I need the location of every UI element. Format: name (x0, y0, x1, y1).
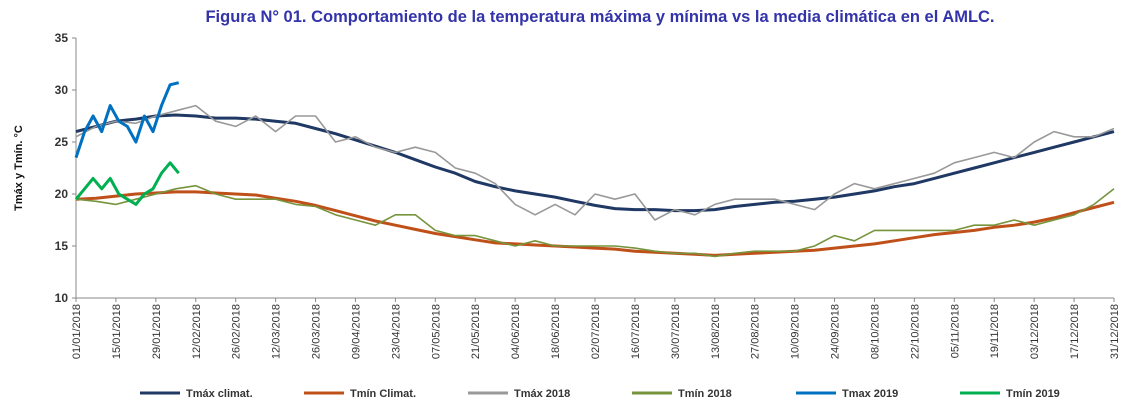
x-tick-label: 04/06/2018 (510, 304, 522, 359)
x-tick-label: 12/02/2018 (191, 304, 203, 359)
series-line (75, 184, 1115, 258)
legend-label: Tmáx 2018 (514, 388, 570, 400)
x-tick-label: 21/05/2018 (470, 304, 482, 359)
x-tick-label: 10/09/2018 (790, 304, 802, 359)
series-line (75, 190, 1115, 257)
y-tick-label: 10 (55, 291, 69, 305)
x-tick-label: 07/05/2018 (430, 304, 442, 359)
y-tick-label: 20 (55, 187, 69, 201)
y-axis-label: Tmáx y Tmín. °C (13, 125, 25, 211)
y-tick-label: 15 (55, 239, 69, 253)
x-tick-label: 23/04/2018 (390, 304, 402, 359)
chart-title: Figura N° 01. Comportamiento de la tempe… (205, 8, 994, 26)
y-tick-label: 35 (55, 31, 69, 45)
legend-label: Tmax 2019 (842, 388, 898, 400)
series-line (75, 113, 1115, 213)
x-tick-label: 03/12/2018 (1029, 304, 1041, 359)
x-tick-label: 01/01/2018 (71, 304, 83, 359)
x-tick-label: 26/02/2018 (231, 304, 243, 359)
x-tick-label: 08/10/2018 (869, 304, 881, 359)
x-tick-label: 19/11/2018 (989, 304, 1001, 358)
x-tick-label: 02/07/2018 (590, 304, 602, 359)
x-tick-label: 12/03/2018 (271, 304, 283, 359)
series-line (74, 81, 180, 159)
x-tick-label: 24/09/2018 (830, 304, 842, 359)
x-tick-label: 16/07/2018 (630, 304, 642, 359)
legend-label: Tmín 2019 (1006, 388, 1060, 400)
x-tick-label: 22/10/2018 (909, 304, 921, 359)
legend-label: Tmín Climat. (350, 388, 416, 400)
x-tick-label: 30/07/2018 (670, 304, 682, 359)
x-tick-label: 31/12/2018 (1109, 304, 1121, 359)
x-tick-label: 27/08/2018 (750, 304, 762, 359)
x-tick-label: 17/12/2018 (1069, 304, 1081, 359)
legend-label: Tmín 2018 (678, 388, 732, 400)
x-tick-label: 05/11/2018 (949, 304, 961, 358)
x-tick-label: 26/03/2018 (311, 304, 323, 359)
legend-label: Tmáx climat. (186, 388, 253, 400)
x-tick-label: 13/08/2018 (710, 304, 722, 359)
x-tick-label: 15/01/2018 (111, 304, 123, 359)
x-tick-label: 29/01/2018 (151, 304, 163, 359)
x-tick-label: 09/04/2018 (350, 304, 362, 359)
series-line (74, 161, 180, 206)
y-tick-label: 25 (55, 135, 69, 149)
series-line (75, 104, 1115, 221)
y-tick-label: 30 (55, 83, 69, 97)
x-tick-label: 18/06/2018 (550, 304, 562, 359)
